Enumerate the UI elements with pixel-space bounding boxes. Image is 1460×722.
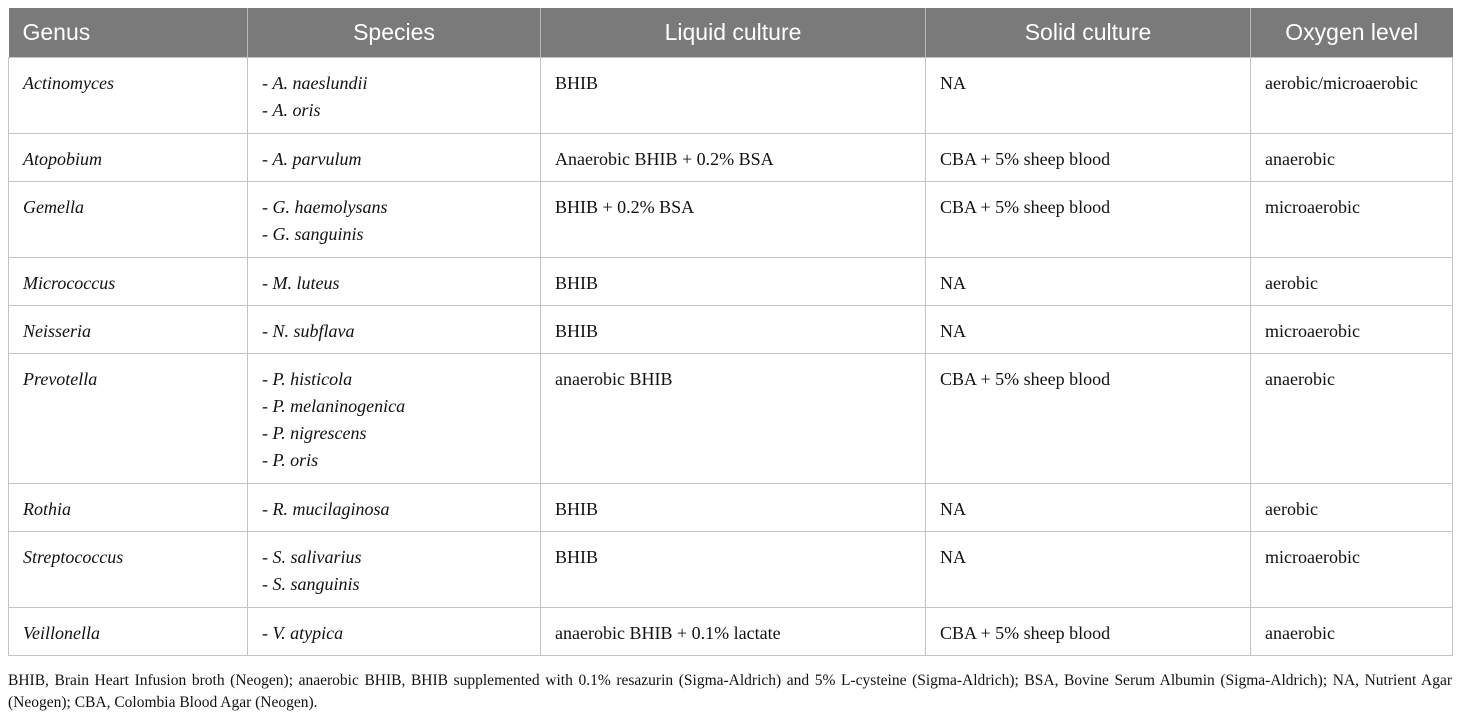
species-item: - A. parvulum xyxy=(262,148,362,169)
species-item: - P. nigrescens xyxy=(262,422,367,443)
species-name: S. salivarius xyxy=(272,546,362,567)
genus-cell: Streptococcus xyxy=(8,530,248,608)
species-item: - S. salivarius xyxy=(262,546,362,567)
solid-culture-cell: CBA + 5% sheep blood xyxy=(925,606,1251,656)
species-name: A. parvulum xyxy=(272,148,362,169)
species-cell: - N. subflava xyxy=(247,304,541,354)
table-row: Micrococcus - M. luteus BHIB NA aerobic xyxy=(8,256,1453,306)
table-row: Neisseria - N. subflava BHIB NA microaerobic xyxy=(8,304,1453,354)
species-item: - G. sanguinis xyxy=(262,223,364,244)
species-name: S. sanguinis xyxy=(272,573,360,594)
header-genus: Genus xyxy=(8,8,248,57)
table-row: Streptococcus - S. salivarius - S. sanguin… xyxy=(8,530,1453,608)
species-cell: - A. parvulum xyxy=(247,132,541,182)
header-species: Species xyxy=(247,8,541,57)
species-name: P. nigrescens xyxy=(272,422,367,443)
species-item: - A. oris xyxy=(262,99,321,120)
oxygen-level-cell: aerobic/microaerobic xyxy=(1250,56,1453,134)
header-liquid-culture: Liquid culture xyxy=(540,8,926,57)
species-item: - P. melaninogenica xyxy=(262,395,406,416)
species-name: N. subflava xyxy=(272,320,355,341)
solid-culture-cell: NA xyxy=(925,482,1251,532)
oxygen-level-cell: aerobic xyxy=(1250,256,1453,306)
header-solid-culture: Solid culture xyxy=(925,8,1251,57)
oxygen-level-cell: anaerobic xyxy=(1250,606,1453,656)
species-cell: - P. histicola - P. melaninogenica - P. ni… xyxy=(247,352,541,484)
liquid-culture-cell: Anaerobic BHIB + 0.2% BSA xyxy=(540,132,926,182)
species-cell: - G. haemolysans - G. sanguinis xyxy=(247,180,541,258)
genus-cell: Rothia xyxy=(8,482,248,532)
liquid-culture-cell: anaerobic BHIB xyxy=(540,352,926,484)
genus-cell: Micrococcus xyxy=(8,256,248,306)
table-row: Gemella - G. haemolysans - G. sanguinis BHI… xyxy=(8,180,1453,258)
liquid-culture-cell: anaerobic BHIB + 0.1% lactate xyxy=(540,606,926,656)
species-name: P. melaninogenica xyxy=(272,395,406,416)
species-cell: - R. mucilaginosa xyxy=(247,482,541,532)
oxygen-level-cell: anaerobic xyxy=(1250,352,1453,484)
liquid-culture-cell: BHIB xyxy=(540,530,926,608)
table-row: Atopobium - A. parvulum Anaerobic BHIB + 0… xyxy=(8,132,1453,182)
liquid-culture-cell: BHIB + 0.2% BSA xyxy=(540,180,926,258)
species-name: P. oris xyxy=(272,449,319,470)
species-item: - V. atypica xyxy=(262,622,344,643)
species-cell: - V. atypica xyxy=(247,606,541,656)
liquid-culture-cell: BHIB xyxy=(540,482,926,532)
species-name: A. oris xyxy=(272,99,321,120)
genus-cell: Prevotella xyxy=(8,352,248,484)
species-name: R. mucilaginosa xyxy=(272,498,390,519)
table-row: Prevotella - P. histicola - P. melaninogen… xyxy=(8,352,1453,484)
liquid-culture-cell: BHIB xyxy=(540,256,926,306)
species-item: - M. luteus xyxy=(262,272,340,293)
species-name: V. atypica xyxy=(272,622,344,643)
species-item: - A. naeslundii xyxy=(262,72,368,93)
species-name: G. sanguinis xyxy=(272,223,364,244)
table-row: Veillonella - V. atypica anaerobic BHIB + … xyxy=(8,606,1453,656)
species-name: P. histicola xyxy=(272,368,353,389)
table-header-row: Genus Species Liquid culture Solid cultu… xyxy=(8,8,1453,57)
species-item: - N. subflava xyxy=(262,320,355,341)
culture-conditions-table-container: Genus Species Liquid culture Solid cultu… xyxy=(8,8,1453,656)
solid-culture-cell: NA xyxy=(925,304,1251,354)
oxygen-level-cell: microaerobic xyxy=(1250,530,1453,608)
culture-conditions-table: Genus Species Liquid culture Solid cultu… xyxy=(8,8,1453,656)
genus-cell: Gemella xyxy=(8,180,248,258)
genus-cell: Veillonella xyxy=(8,606,248,656)
table-body: Actinomyces - A. naeslundii - A. oris BHIB N… xyxy=(8,56,1453,656)
oxygen-level-cell: aerobic xyxy=(1250,482,1453,532)
header-oxygen-level: Oxygen level xyxy=(1250,8,1453,57)
genus-cell: Actinomyces xyxy=(8,56,248,134)
solid-culture-cell: NA xyxy=(925,56,1251,134)
species-name: M. luteus xyxy=(272,272,340,293)
species-item: - S. sanguinis xyxy=(262,573,360,594)
species-name: G. haemolysans xyxy=(272,196,388,217)
genus-cell: Neisseria xyxy=(8,304,248,354)
oxygen-level-cell: anaerobic xyxy=(1250,132,1453,182)
species-cell: - M. luteus xyxy=(247,256,541,306)
table-footnote: BHIB, Brain Heart Infusion broth (Neogen… xyxy=(8,672,1452,711)
solid-culture-cell: CBA + 5% sheep blood xyxy=(925,132,1251,182)
species-item: - P. histicola xyxy=(262,368,353,389)
species-cell: - A. naeslundii - A. oris xyxy=(247,56,541,134)
solid-culture-cell: CBA + 5% sheep blood xyxy=(925,180,1251,258)
solid-culture-cell: CBA + 5% sheep blood xyxy=(925,352,1251,484)
solid-culture-cell: NA xyxy=(925,256,1251,306)
genus-cell: Atopobium xyxy=(8,132,248,182)
liquid-culture-cell: BHIB xyxy=(540,56,926,134)
table-row: Actinomyces - A. naeslundii - A. oris BHIB N… xyxy=(8,56,1453,134)
table-row: Rothia - R. mucilaginosa BHIB NA aerobic xyxy=(8,482,1453,532)
oxygen-level-cell: microaerobic xyxy=(1250,180,1453,258)
species-item: - R. mucilaginosa xyxy=(262,498,390,519)
species-cell: - S. salivarius - S. sanguinis xyxy=(247,530,541,608)
species-name: A. naeslundii xyxy=(272,72,368,93)
liquid-culture-cell: BHIB xyxy=(540,304,926,354)
oxygen-level-cell: microaerobic xyxy=(1250,304,1453,354)
solid-culture-cell: NA xyxy=(925,530,1251,608)
species-item: - G. haemolysans xyxy=(262,196,388,217)
species-item: - P. oris xyxy=(262,449,319,470)
